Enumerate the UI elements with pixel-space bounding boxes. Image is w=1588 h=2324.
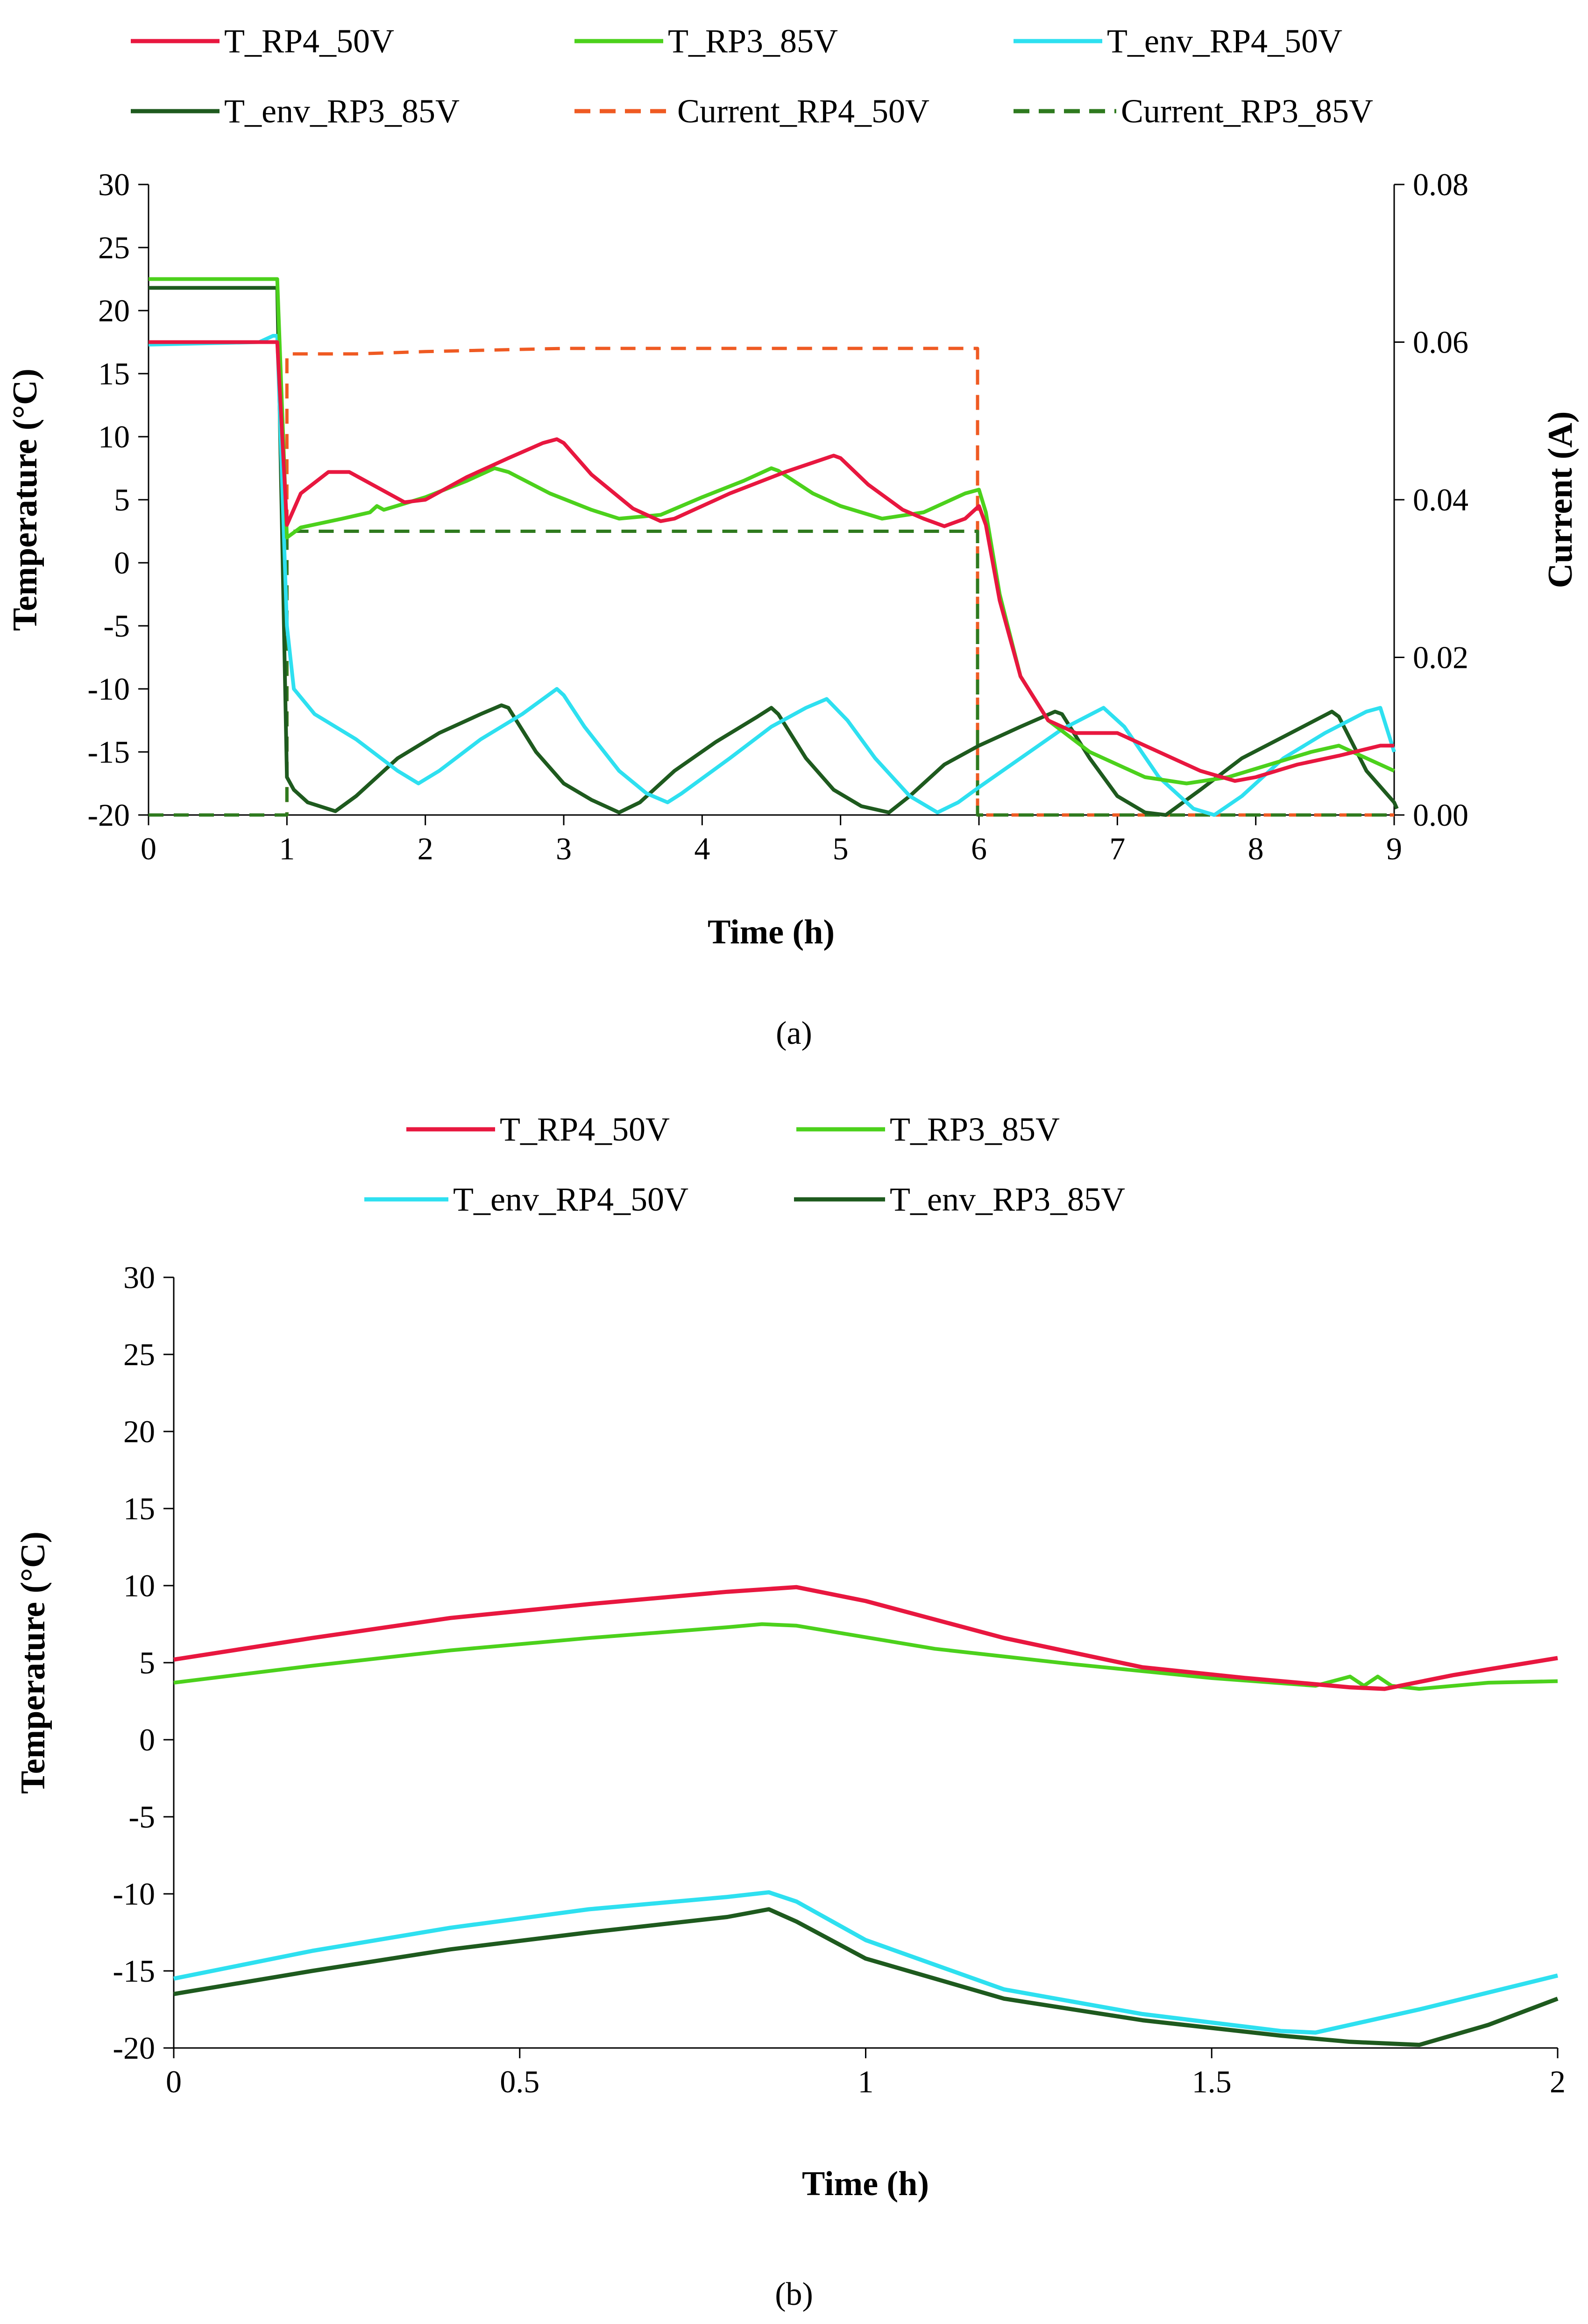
y-tick-label-a-3: -5 (103, 608, 130, 644)
y-tick-label-a-10: 30 (98, 167, 130, 202)
y-tick-label-a-5: 5 (114, 482, 130, 517)
x-tick-label-a-8: 8 (1248, 831, 1264, 866)
legend-b-label-1: T_RP3_85V (890, 1111, 1060, 1148)
y-tick-label-b-7: 15 (123, 1491, 155, 1526)
y-tick-label-a-0: -20 (87, 797, 130, 833)
y-tick-label-a-9: 25 (98, 230, 130, 265)
y-tick-label-a-6: 10 (98, 419, 130, 454)
x-tick-label-a-0: 0 (141, 831, 156, 866)
series-t-rp4-50v-b (173, 1585, 1558, 1691)
series-t-env-rp4-50v-a (148, 334, 1396, 817)
series-t-rp3-85v-b (173, 1622, 1558, 1691)
x-tick-label-b-0: 0 (166, 2064, 182, 2099)
legend-a: T_RP4_50V T_RP3_85V T_env_RP4_50V T_env_… (131, 22, 1373, 130)
legend-b-item-3: T_env_RP3_85V (794, 1181, 1125, 1218)
x-axis-label-b: Time (h) (802, 2165, 929, 2203)
caption-b: (b) (775, 2276, 813, 2312)
y-tick-label-b-1: -15 (113, 1953, 155, 1989)
y-tick-label-a-1: -15 (87, 734, 130, 770)
legend-a-item-0: T_RP4_50V (131, 22, 394, 60)
y-tick-label-b-5: 5 (139, 1645, 155, 1680)
legend-a-label-0: T_RP4_50V (224, 22, 394, 60)
legend-b: T_RP4_50V T_RP3_85V T_env_RP4_50V T_env_… (364, 1111, 1125, 1218)
legend-a-label-1: T_RP3_85V (668, 22, 838, 60)
x-axis-label-a: Time (h) (708, 913, 835, 951)
chart-a: T_RP4_50V T_RP3_85V T_env_RP4_50V T_env_… (6, 22, 1580, 1051)
series-current-rp3-85v-a (149, 530, 1394, 817)
series-t-env-rp4-50v-b (173, 1890, 1559, 2035)
y-tick-label-b-0: -20 (113, 2030, 155, 2066)
chart-b: T_RP4_50V T_RP3_85V T_env_RP4_50V T_env_… (14, 1111, 1566, 2312)
legend-a-label-3: T_env_RP3_85V (224, 92, 460, 130)
x-tick-label-a-2: 2 (418, 831, 433, 866)
legend-a-label-4: Current_RP4_50V (677, 92, 929, 130)
y2-tick-label-a-4: 0.08 (1413, 167, 1468, 202)
series-group-a (148, 277, 1399, 817)
legend-a-label-2: T_env_RP4_50V (1107, 22, 1342, 60)
legend-b-item-2: T_env_RP4_50V (364, 1181, 688, 1218)
y-axis-label-b: Temperature (°C) (14, 1531, 52, 1794)
legend-b-label-2: T_env_RP4_50V (453, 1181, 688, 1218)
x-tick-label-a-1: 1 (279, 831, 295, 866)
x-tick-label-b-4: 2 (1550, 2064, 1566, 2099)
y2-tick-label-a-2: 0.04 (1413, 482, 1468, 517)
y-tick-label-a-8: 20 (98, 293, 130, 328)
y2-tick-label-a-1: 0.02 (1413, 640, 1468, 675)
y-tick-label-b-10: 30 (123, 1260, 155, 1295)
legend-a-item-3: T_env_RP3_85V (131, 92, 460, 130)
y-axis-label-a: Temperature (°C) (6, 368, 44, 631)
x-tick-label-a-5: 5 (833, 831, 849, 866)
x-tick-label-a-6: 6 (971, 831, 987, 866)
ticks-b: 0 0.5 1 1.5 2 -20 -15 -10 -5 0 5 10 15 20 25 30 (113, 1260, 1566, 2099)
y-tick-label-b-6: 10 (123, 1568, 155, 1603)
legend-b-item-1: T_RP3_85V (796, 1111, 1060, 1148)
x-tick-label-b-2: 1 (858, 2064, 874, 2099)
x-tick-label-a-9: 9 (1386, 831, 1402, 866)
y2-axis-label-a: Current (A) (1541, 411, 1580, 588)
legend-a-item-2: T_env_RP4_50V (1014, 22, 1342, 60)
legend-a-item-4: Current_RP4_50V (574, 92, 929, 130)
x-tick-label-b-1: 0.5 (500, 2064, 539, 2099)
series-current-rp4-50v-a (149, 347, 1394, 817)
y-tick-label-a-4: 0 (114, 545, 130, 581)
y-tick-label-b-3: -5 (128, 1799, 155, 1835)
y-tick-label-b-8: 20 (123, 1414, 155, 1449)
y2-tick-label-a-3: 0.06 (1413, 325, 1468, 360)
y-tick-label-a-7: 15 (98, 356, 130, 391)
legend-a-item-1: T_RP3_85V (574, 22, 838, 60)
series-t-rp4-50v-a (149, 340, 1394, 783)
ticks-a: 0 1 2 3 4 5 6 7 8 9 -20 -15 -10 -5 0 5 10 15 20 25 30 0.00 0.0… (87, 167, 1468, 866)
series-group-b (173, 1585, 1559, 2047)
legend-a-item-5: Current_RP3_85V (1014, 92, 1373, 130)
legend-b-label-0: T_RP4_50V (500, 1111, 670, 1148)
legend-b-label-3: T_env_RP3_85V (890, 1181, 1125, 1218)
series-t-env-rp3-85v-a (149, 286, 1399, 817)
y2-tick-label-a-0: 0.00 (1413, 797, 1468, 833)
y-tick-label-b-4: 0 (139, 1722, 155, 1757)
legend-a-label-5: Current_RP3_85V (1121, 92, 1373, 130)
y-tick-label-b-2: -10 (113, 1876, 155, 1912)
y-tick-label-a-2: -10 (87, 671, 130, 707)
legend-b-item-0: T_RP4_50V (406, 1111, 670, 1148)
x-tick-label-a-7: 7 (1109, 831, 1125, 866)
caption-a: (a) (776, 1015, 812, 1051)
x-tick-label-a-3: 3 (556, 831, 572, 866)
series-t-env-rp3-85v-b (173, 1907, 1559, 2047)
x-tick-label-b-3: 1.5 (1192, 2064, 1232, 2099)
x-tick-label-a-4: 4 (694, 831, 710, 866)
y-tick-label-b-9: 25 (123, 1337, 155, 1372)
series-t-rp3-85v-a (149, 277, 1395, 786)
